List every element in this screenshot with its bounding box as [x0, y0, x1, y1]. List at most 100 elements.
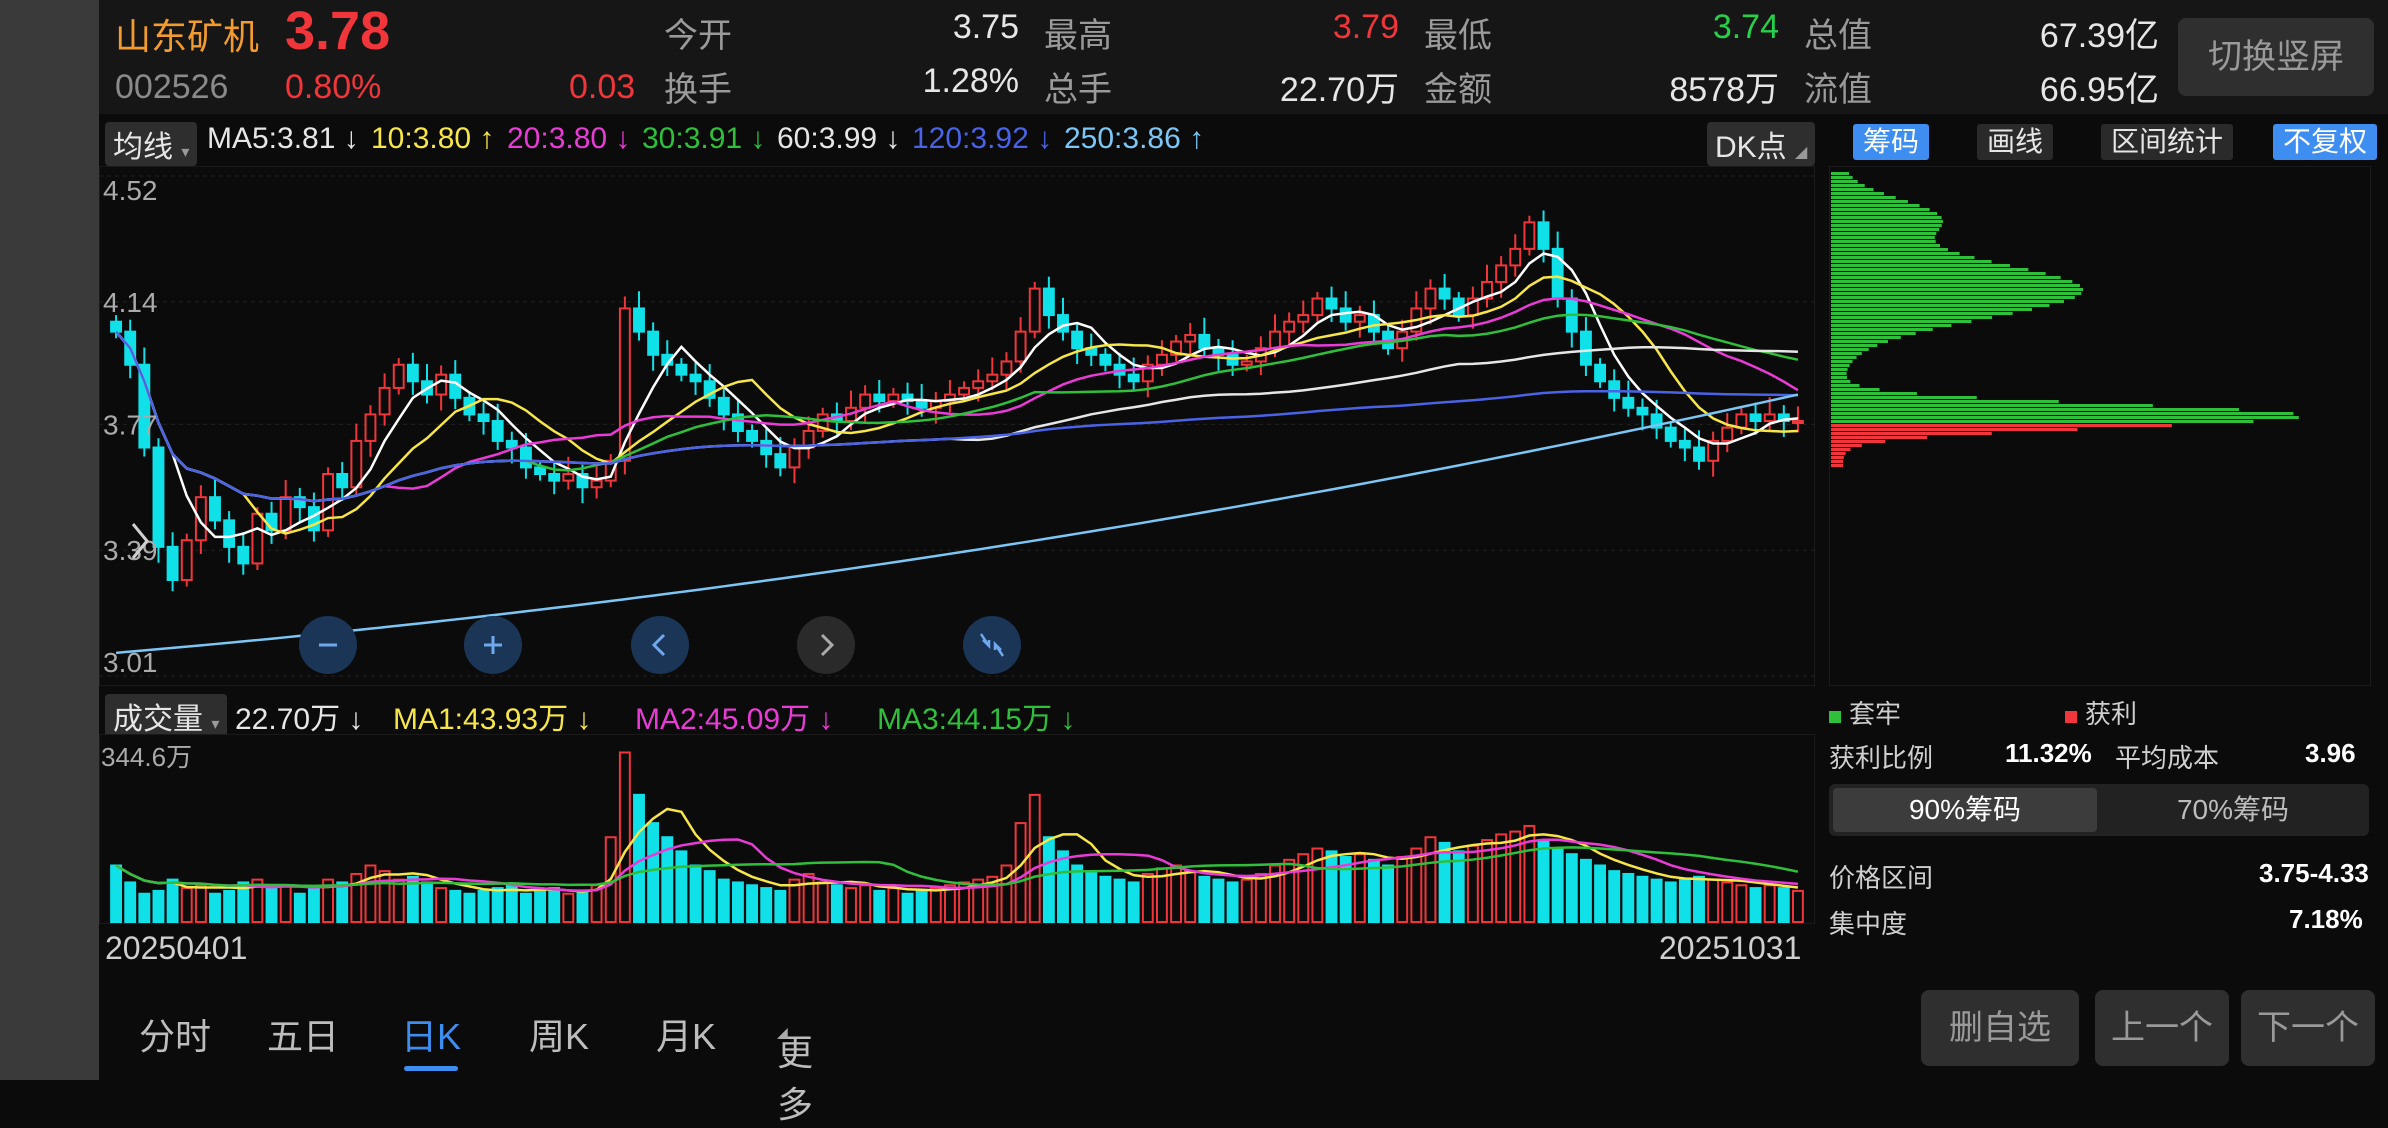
chips-button[interactable]: 筹码	[1853, 124, 1930, 160]
candle-body	[180, 539, 193, 581]
volume-bar	[1424, 836, 1437, 923]
candle-body	[1353, 314, 1366, 323]
volume-bar	[1763, 884, 1776, 923]
volume-bar	[209, 892, 221, 923]
interval-stats-button[interactable]: 区间统计	[2101, 124, 2234, 160]
chip-bar	[1831, 332, 1916, 335]
volume-bar	[364, 864, 377, 924]
candle-body	[1269, 330, 1281, 350]
chip-bar	[1831, 432, 1992, 435]
volume-bar	[194, 884, 207, 923]
volume-bar	[845, 887, 857, 924]
tab-weekly-k[interactable]: 周K	[529, 1016, 590, 1057]
dk-selector[interactable]: DK点 ◢	[1707, 122, 1816, 166]
ma10-line	[115, 275, 1798, 535]
seg-70-button[interactable]: 70%筹码	[2176, 794, 2290, 825]
tab-daily-k[interactable]: 日K	[401, 1016, 462, 1057]
volume-label: 总手	[1044, 71, 1112, 109]
chip-bar	[1831, 216, 1942, 219]
chip-bar	[1831, 232, 1937, 235]
volume-bar	[675, 850, 688, 923]
candle-body	[1099, 353, 1112, 366]
candle-body	[1495, 264, 1508, 283]
volume-bar	[463, 892, 476, 923]
switch-portrait-button[interactable]: 切换竖屏	[2178, 18, 2374, 96]
candle-body	[703, 380, 716, 399]
volume-bar	[1170, 864, 1183, 924]
volume-bar	[1495, 833, 1508, 923]
chip-bar	[1831, 436, 1927, 439]
volume-bar	[251, 878, 264, 923]
chip-bar	[1831, 236, 1935, 239]
kline-chart[interactable]: 4.52 4.14 3.77 3.39 3.01	[99, 166, 1815, 686]
volume-bar	[477, 889, 490, 924]
candle-body	[788, 446, 801, 469]
volume-chart[interactable]: 344.6万	[99, 734, 1815, 924]
scroll-right-button[interactable]	[797, 616, 855, 674]
candle-body	[1438, 287, 1451, 300]
chip-bar	[1831, 296, 2075, 299]
scroll-left-button[interactable]	[631, 616, 689, 674]
chip-bar	[1831, 352, 1862, 355]
candle-body	[152, 446, 165, 548]
price-tick-label: 3.01	[103, 647, 158, 678]
volume-selector[interactable]: 成交量 ▾	[105, 694, 228, 738]
candle-body	[901, 393, 914, 403]
volume-bar	[1212, 878, 1225, 923]
candle-body	[1579, 330, 1592, 366]
chevron-right-icon	[131, 523, 149, 559]
ma-selector[interactable]: 均线 ▾	[105, 122, 198, 166]
volume-bar	[350, 872, 363, 923]
volume-bar	[1735, 884, 1748, 923]
volume-bar	[1184, 870, 1197, 923]
chip-bar	[1831, 408, 2239, 411]
low-label: 最低	[1424, 17, 1492, 55]
volume-bar	[1269, 864, 1281, 924]
chip-bar	[1831, 384, 1860, 387]
chip-bar	[1831, 252, 1960, 255]
expand-left-handle[interactable]	[123, 516, 159, 571]
profit-ratio-value: 11.32%	[2005, 738, 2092, 768]
candle-body	[336, 473, 349, 489]
tab-intraday[interactable]: 分时	[139, 1016, 212, 1057]
candle-body	[746, 429, 759, 442]
candle-body	[1791, 420, 1804, 425]
tab-five-day[interactable]: 五日	[267, 1016, 340, 1057]
zoom-out-button[interactable]	[299, 616, 357, 674]
volume-bar	[378, 870, 391, 923]
chip-bar	[1831, 280, 2073, 283]
price-tick-label: 4.52	[103, 175, 158, 206]
volume-bar	[1127, 881, 1140, 923]
volume-bar	[421, 881, 433, 923]
candle-body	[1622, 396, 1635, 409]
stock-name: 山东矿机	[115, 16, 260, 57]
previous-stock-button[interactable]: 上一个	[2095, 990, 2229, 1066]
draw-line-button[interactable]: 画线	[1977, 124, 2054, 160]
volume-bar	[1579, 858, 1592, 923]
no-adjust-button[interactable]: 不复权	[2273, 124, 2378, 160]
float-value: 66.95亿	[2039, 71, 2159, 109]
chip-bar	[1831, 184, 1865, 187]
zoom-in-button[interactable]	[464, 616, 522, 674]
remove-watchlist-button[interactable]: 删自选	[1921, 990, 2079, 1066]
volume-bar	[336, 881, 349, 923]
seg-90-button[interactable]: 90%筹码	[1833, 788, 2097, 832]
open-value: 3.75	[952, 8, 1019, 46]
candle-body	[1636, 406, 1649, 416]
ma120-value: 120:3.92 ↓	[912, 122, 1053, 155]
fullscreen-reset-button[interactable]	[963, 616, 1021, 674]
ma5-line	[115, 252, 1799, 539]
volume-bar	[1410, 847, 1423, 923]
volume-bar	[1438, 841, 1451, 923]
stock-price: 3.78	[285, 1, 391, 61]
next-stock-button[interactable]: 下一个	[2241, 990, 2375, 1066]
chip-bar	[1831, 256, 1975, 259]
volume-bar	[1325, 850, 1338, 923]
volume-bar	[534, 889, 547, 924]
tab-monthly-k[interactable]: 月K	[656, 1016, 717, 1057]
volume-bar	[322, 878, 335, 923]
chip-bar	[1831, 268, 2029, 271]
chip-bar	[1831, 212, 1938, 215]
chip-bar	[1831, 316, 1993, 319]
volume-bar	[873, 889, 886, 924]
